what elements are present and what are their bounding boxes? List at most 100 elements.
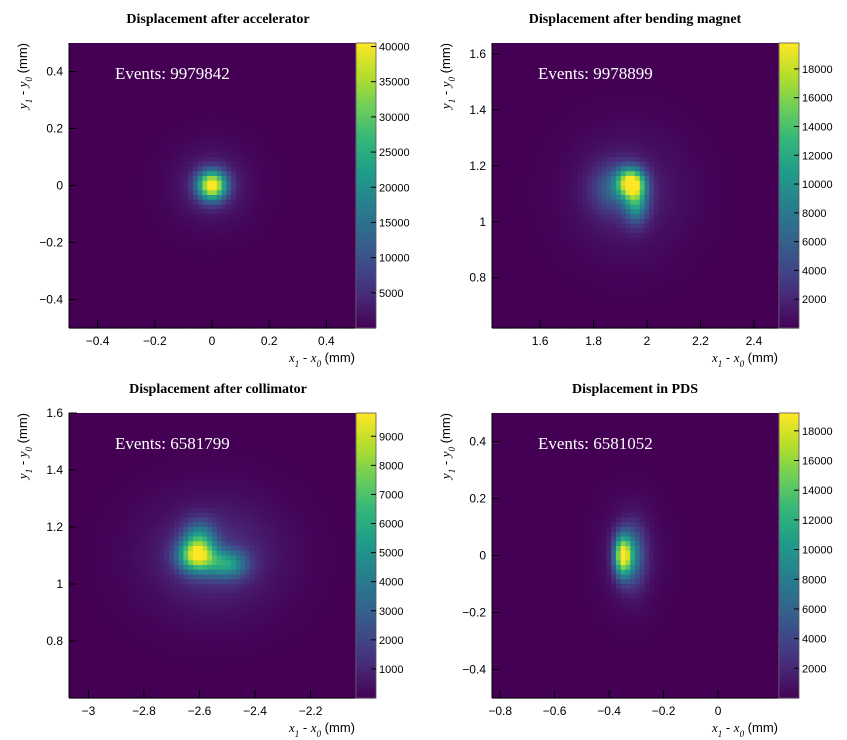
heatmap-cell [553,119,560,125]
heatmap-cell [130,157,137,163]
heatmap-cell [302,290,308,296]
heatmap-cell [254,138,261,144]
heatmap-cell [278,285,285,291]
heatmap-cell [288,95,294,101]
heatmap-cell [126,214,132,220]
heatmap-cell [202,242,208,248]
heatmap-cell [297,81,304,87]
heatmap-cell [316,43,323,49]
heatmap-cell [235,138,242,144]
heatmap-cell [283,233,289,239]
heatmap-cell [88,294,94,301]
heatmap-cell [159,166,165,172]
heatmap-cell [288,299,294,305]
heatmap-cell [496,57,503,63]
heatmap-cell [259,275,266,282]
heatmap-cell [73,157,80,163]
heatmap-cell [183,128,189,134]
heatmap-cell [254,104,261,111]
heatmap-cell [207,209,213,215]
heatmap-cell [116,161,123,168]
heatmap-cell [273,275,280,282]
heatmap-cell [601,109,607,115]
heatmap-cell [302,81,308,87]
heatmap-cell [231,95,237,101]
heatmap-cell [754,95,760,101]
heatmap-cell [188,57,194,63]
heatmap-cell [573,133,579,139]
heatmap-cell [620,47,627,54]
heatmap-cell [221,285,227,291]
heatmap-cell [288,109,294,115]
heatmap-cell [749,114,755,120]
heatmap-cell [159,90,165,96]
heatmap-cell [316,128,323,134]
heatmap-cell [202,294,208,301]
heatmap-cell [140,76,146,82]
heatmap-cell [178,85,184,92]
heatmap-cell [549,128,555,134]
heatmap-cell [312,228,318,234]
heatmap-cell [254,247,261,253]
heatmap-cell [350,299,356,305]
heatmap-cell [83,290,89,296]
heatmap-cell [121,90,127,96]
heatmap-cell [264,176,270,182]
heatmap-cell [283,138,289,144]
heatmap-cell [601,52,607,58]
heatmap-cell [178,199,184,206]
heatmap-cell [254,228,261,234]
heatmap-cell [202,190,208,196]
heatmap-cell [283,280,289,286]
heatmap-cell [763,57,770,63]
heatmap-cell [326,237,332,244]
heatmap-cell [88,81,94,87]
heatmap-cell [620,81,627,87]
heatmap-cell [121,261,127,267]
heatmap-cell [321,100,327,106]
colorbar-segment [356,181,376,187]
heatmap-cell [654,95,660,101]
heatmap-cell [69,171,75,177]
heatmap-cell [126,76,132,82]
heatmap-cell [207,247,213,253]
heatmap-cell [611,76,617,82]
heatmap-cell [140,66,146,73]
heatmap-cell [615,62,622,68]
heatmap-cell [326,261,332,267]
heatmap-cell [644,66,650,73]
heatmap-cell [773,95,779,101]
heatmap-cell [639,133,646,139]
heatmap-cell [611,90,617,96]
heatmap-cell [183,81,189,87]
heatmap-cell [539,128,546,134]
heatmap-cell [135,218,142,225]
heatmap-cell [130,190,137,196]
heatmap-cell [97,294,103,301]
heatmap-cell [654,109,660,115]
heatmap-cell [188,185,194,191]
heatmap-cell [687,71,693,77]
heatmap-cell [140,252,146,258]
heatmap-cell [302,256,308,263]
heatmap-cell [312,123,318,130]
heatmap-cell [553,90,560,96]
heatmap-cell [496,81,503,87]
heatmap-cell [340,71,347,77]
heatmap-cell [145,313,151,320]
heatmap-cell [202,256,208,263]
heatmap-cell [663,123,669,130]
heatmap-cell [611,133,617,139]
heatmap-cell [145,318,151,324]
heatmap-cell [278,76,285,82]
heatmap-cell [568,90,574,96]
heatmap-cell [530,62,536,68]
heatmap-cell [635,90,641,96]
heatmap-cell [231,199,237,206]
heatmap-cell [140,309,146,315]
heatmap-cell [130,152,137,158]
heatmap-cell [192,199,199,206]
heatmap-cell [188,204,194,210]
heatmap-cell [97,252,103,258]
heatmap-cell [492,133,498,139]
